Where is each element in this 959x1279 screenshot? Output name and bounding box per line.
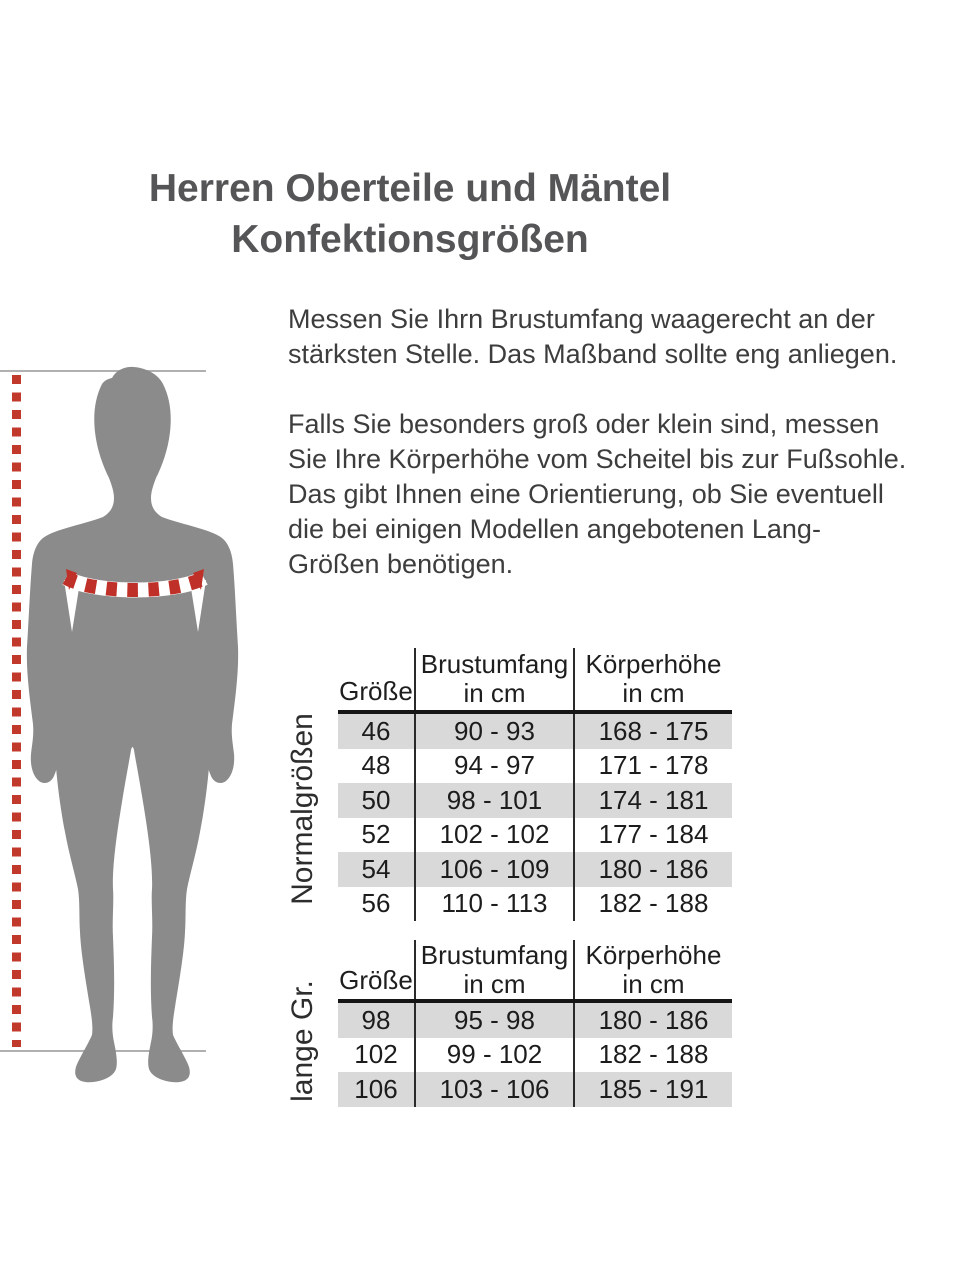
cell-size: 102 bbox=[354, 1039, 398, 1070]
table-row: 46 90 - 93 168 - 175 bbox=[338, 714, 732, 749]
table-row: 54 106 - 109 180 - 186 bbox=[338, 852, 732, 887]
tape-end-highlight-right bbox=[190, 580, 206, 632]
col-header-size: Größe bbox=[339, 676, 413, 706]
table-row: 56 110 - 113 182 - 188 bbox=[338, 886, 732, 921]
normal-sizes-table: Größe Brustumfang in cm Körperhöhe in cm… bbox=[338, 648, 732, 921]
chest-tape-icon bbox=[62, 571, 208, 597]
cell-height: 185 - 191 bbox=[573, 1072, 732, 1107]
cell-height: 182 - 188 bbox=[573, 1037, 732, 1072]
col-header-height: Körperhöhe in cm bbox=[573, 648, 732, 710]
col-header-chest: Brustumfang in cm bbox=[414, 648, 573, 710]
cell-height: 180 - 186 bbox=[573, 852, 732, 887]
cell-chest: 103 - 106 bbox=[414, 1072, 573, 1107]
cell-chest: 90 - 93 bbox=[414, 714, 573, 749]
cell-size: 52 bbox=[361, 819, 391, 850]
male-silhouette-icon bbox=[26, 366, 239, 1083]
cell-size: 56 bbox=[361, 888, 391, 919]
long-sizes-table: Größe Brustumfang in cm Körperhöhe in cm… bbox=[338, 940, 732, 1107]
cell-height: 168 - 175 bbox=[573, 714, 732, 749]
tape-tip-left bbox=[66, 569, 77, 590]
cell-size: 106 bbox=[354, 1073, 398, 1104]
cell-height: 182 - 188 bbox=[573, 886, 732, 921]
long-sizes-side-label: lange Gr. bbox=[286, 980, 319, 1102]
cell-height: 171 - 178 bbox=[573, 748, 732, 783]
table-row: 50 98 - 101 174 - 181 bbox=[338, 783, 732, 818]
cell-height: 174 - 181 bbox=[573, 783, 732, 818]
tape-end-highlight-left bbox=[64, 580, 80, 632]
chest-measure-instructions: Messen Sie Ihrn Brustumfang waagerecht a… bbox=[288, 304, 898, 369]
cell-chest: 99 - 102 bbox=[414, 1037, 573, 1072]
tape-tip-right bbox=[193, 569, 204, 590]
cell-chest: 98 - 101 bbox=[414, 783, 573, 818]
table-row: 52 102 - 102 177 - 184 bbox=[338, 817, 732, 852]
cell-chest: 110 - 113 bbox=[414, 886, 573, 921]
long-sizes-note: Falls Sie besonders groß oder klein sind… bbox=[288, 409, 907, 579]
table-header-row: Größe Brustumfang in cm Körperhöhe in cm bbox=[338, 940, 732, 1003]
col-header-height: Körperhöhe in cm bbox=[573, 940, 732, 999]
cell-size: 50 bbox=[361, 784, 391, 815]
page-title: Herren Oberteile und Mäntel Konfektionsg… bbox=[148, 167, 672, 261]
cell-chest: 94 - 97 bbox=[414, 748, 573, 783]
cell-chest: 106 - 109 bbox=[414, 852, 573, 887]
table-row: 106 103 - 106 185 - 191 bbox=[338, 1072, 732, 1107]
cell-size: 46 bbox=[361, 715, 391, 746]
table-header-row: Größe Brustumfang in cm Körperhöhe in cm bbox=[338, 648, 732, 714]
measurement-figure bbox=[0, 366, 239, 1083]
cell-size: 48 bbox=[361, 750, 391, 781]
cell-height: 177 - 184 bbox=[573, 817, 732, 852]
table-row: 48 94 - 97 171 - 178 bbox=[338, 748, 732, 783]
cell-height: 180 - 186 bbox=[573, 1003, 732, 1038]
cell-size: 98 bbox=[361, 1004, 391, 1035]
cell-chest: 95 - 98 bbox=[414, 1003, 573, 1038]
cell-size: 54 bbox=[361, 853, 391, 884]
table-row: 102 99 - 102 182 - 188 bbox=[338, 1037, 732, 1072]
table-row: 98 95 - 98 180 - 186 bbox=[338, 1003, 732, 1038]
col-header-chest: Brustumfang in cm bbox=[414, 940, 573, 999]
normal-sizes-side-label: Normalgrößen bbox=[286, 713, 319, 905]
cell-chest: 102 - 102 bbox=[414, 817, 573, 852]
col-header-size: Größe bbox=[339, 965, 413, 995]
